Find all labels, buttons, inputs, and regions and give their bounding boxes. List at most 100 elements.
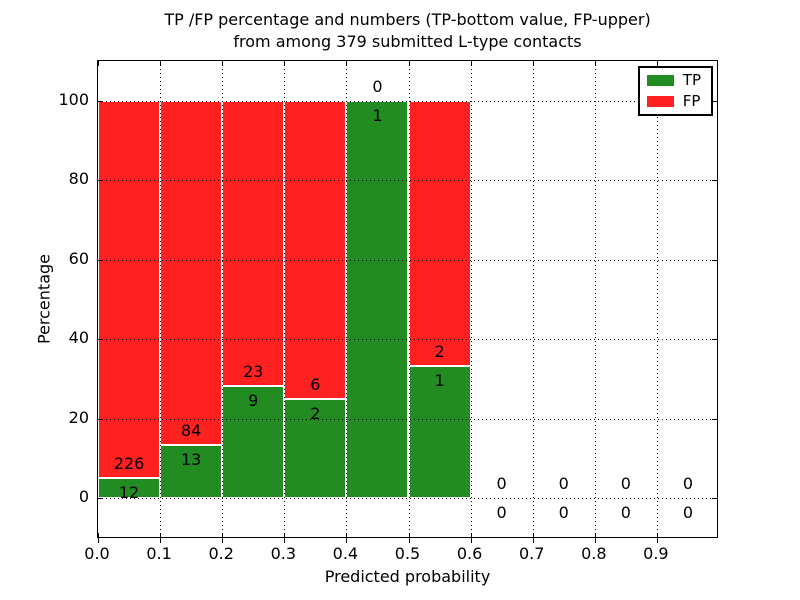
x-tick <box>284 533 286 543</box>
y-tick-label: 60 <box>68 248 89 268</box>
x-tick <box>408 61 410 66</box>
x-tick <box>594 533 596 543</box>
x-tick-label: 0.9 <box>643 544 669 563</box>
fp-bar-segment <box>408 100 471 366</box>
x-tick-label: 0.0 <box>84 544 110 563</box>
fp-count-label: 23 <box>243 362 264 382</box>
y-tick <box>98 259 103 261</box>
tp-count-label: 1 <box>434 370 445 390</box>
grid-line-v <box>408 61 410 537</box>
grid-line-h <box>98 180 717 182</box>
tp-count-label: 9 <box>248 391 259 411</box>
y-tick <box>712 498 717 499</box>
x-tick <box>346 533 348 543</box>
legend: TP FP <box>637 66 713 116</box>
tp-count-label: 1 <box>372 105 383 125</box>
x-tick <box>470 61 472 66</box>
tp-bar-segment <box>160 444 223 498</box>
chart-title-line1: TP /FP percentage and numbers (TP-bottom… <box>164 10 651 29</box>
grid-line-v <box>594 61 596 537</box>
y-tick <box>98 100 103 102</box>
y-tick-label: 0 <box>78 487 89 506</box>
fp-count-label: 0 <box>682 474 694 493</box>
grid-line-h <box>98 418 717 420</box>
y-tick <box>712 100 717 102</box>
tp-count-label: 13 <box>180 449 202 469</box>
y-tick <box>98 498 103 499</box>
tp-bar-segment <box>222 386 285 498</box>
fp-bar-segment <box>98 100 161 478</box>
grid-line-v <box>160 61 162 537</box>
x-tick-label: 0.7 <box>518 544 545 563</box>
tp-bar-segment <box>284 398 347 498</box>
legend-item-fp: FP <box>646 92 701 110</box>
x-tick-label: 0.1 <box>146 544 172 563</box>
fp-count-label: 0 <box>558 474 569 493</box>
grid-line-h <box>98 339 717 341</box>
grid-line-v <box>346 61 348 537</box>
grid-line-h <box>98 259 717 261</box>
x-axis-label: Predicted probability <box>324 567 491 586</box>
grid-line-v <box>222 61 224 537</box>
fp-count-label: 6 <box>310 374 321 394</box>
plot-area: TP FP 226 12 84 13 23 9 6 2 0 1 2 1 0 0 0 0 0 0 0 0 <box>97 60 718 543</box>
x-tick-label: 0.6 <box>456 544 483 563</box>
fp-count-label: 0 <box>496 474 507 493</box>
fp-count-label: 0 <box>372 76 383 96</box>
y-tick <box>712 259 717 261</box>
grid-line-h <box>98 498 717 499</box>
y-tick <box>98 339 103 341</box>
x-tick <box>160 533 162 543</box>
y-tick-label: 80 <box>68 169 89 189</box>
x-tick <box>284 61 286 66</box>
fp-color-swatch <box>646 96 674 107</box>
x-tick <box>532 61 534 66</box>
tp-bar-segment <box>346 100 409 498</box>
x-tick <box>222 533 224 543</box>
y-tick-label: 100 <box>58 89 89 109</box>
grid-line-v <box>284 61 286 537</box>
fp-count-label: 2 <box>434 341 445 361</box>
y-tick-label: 40 <box>68 328 89 348</box>
x-tick <box>98 533 99 543</box>
y-tick-label: 20 <box>68 407 89 427</box>
legend-item-tp: TP <box>646 71 701 89</box>
x-tick <box>408 533 410 543</box>
chart-title: TP /FP percentage and numbers (TP-bottom… <box>97 9 718 53</box>
fp-count-label: 0 <box>620 474 631 493</box>
x-tick <box>98 61 99 66</box>
grid-line-h <box>98 100 717 102</box>
y-tick <box>98 418 103 420</box>
x-tick-label: 0.2 <box>208 544 234 563</box>
grid-line-v <box>656 61 658 537</box>
chart-title-line2: from among 379 submitted L-type contacts <box>233 32 582 51</box>
x-tick-label: 0.3 <box>270 544 297 563</box>
x-tick-label: 0.5 <box>394 544 421 563</box>
y-tick <box>712 339 717 341</box>
x-tick <box>656 533 658 543</box>
x-tick <box>470 533 472 543</box>
legend-label-fp: FP <box>682 92 701 110</box>
legend-label-tp: TP <box>682 71 701 89</box>
tp-count-label: 0 <box>682 503 694 522</box>
x-tick <box>656 61 658 66</box>
y-tick <box>712 180 717 182</box>
x-tick <box>160 61 162 66</box>
grid-line-v <box>532 61 534 537</box>
tp-count-label: 0 <box>496 503 507 522</box>
fp-bar-segment <box>222 100 285 387</box>
tp-count-label: 2 <box>310 403 321 423</box>
x-tick <box>532 533 534 543</box>
x-tick-label: 0.8 <box>581 544 607 563</box>
tp-count-label: 0 <box>558 503 569 522</box>
grid-line-v <box>470 61 472 537</box>
x-tick <box>222 61 224 66</box>
x-tick-label: 0.4 <box>332 544 359 563</box>
fp-bar-segment <box>284 100 347 399</box>
x-tick <box>594 61 596 66</box>
tp-count-label: 0 <box>620 503 631 522</box>
y-tick <box>98 180 103 182</box>
x-tick <box>346 61 348 66</box>
tp-bar-segment <box>98 477 161 498</box>
